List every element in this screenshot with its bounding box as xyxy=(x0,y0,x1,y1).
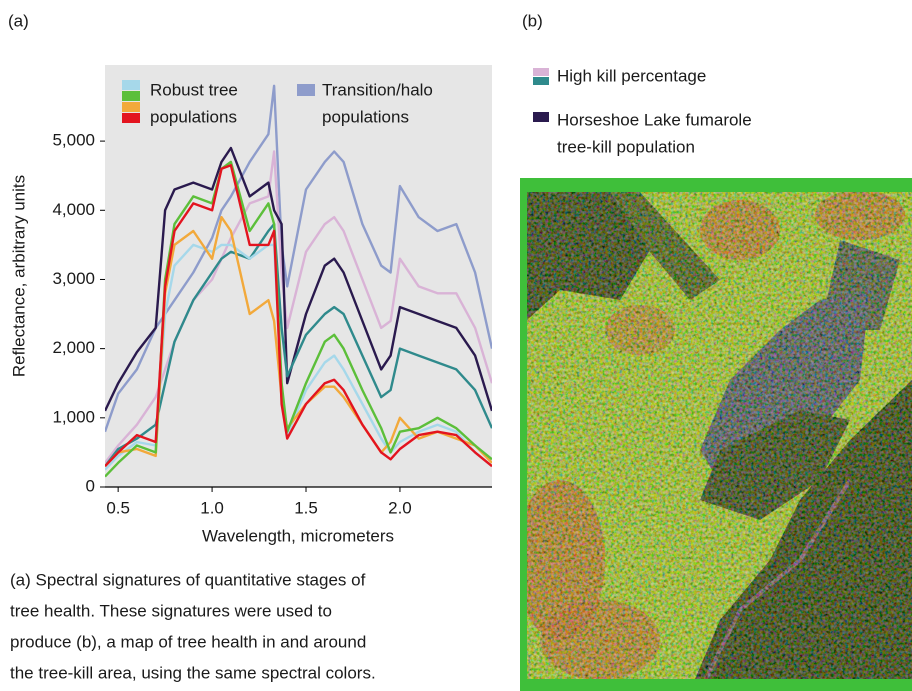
legend-swatch xyxy=(122,113,140,123)
legend-label: populations xyxy=(322,107,409,126)
legend-label: tree-kill population xyxy=(557,137,695,156)
y-tick-label: 0 xyxy=(86,476,95,495)
legend-label: Robust tree xyxy=(150,80,238,99)
legend-label: High kill percentage xyxy=(557,66,706,85)
caption-line: the tree-kill area, using the same spect… xyxy=(10,663,376,682)
legend-label: Horseshoe Lake fumarole xyxy=(557,110,752,129)
series-line xyxy=(105,164,492,468)
panel-label: (a) xyxy=(8,11,29,30)
legend-swatch xyxy=(533,68,549,76)
legend-swatch xyxy=(122,91,140,101)
y-tick-label: 3,000 xyxy=(52,269,95,288)
map-texture xyxy=(527,192,912,679)
panel-label: (b) xyxy=(522,11,543,30)
series-line xyxy=(105,146,492,412)
plot-area xyxy=(105,65,492,487)
y-tick-label: 1,000 xyxy=(52,407,95,426)
caption-line: tree health. These signatures were used … xyxy=(10,601,332,620)
legend-swatch xyxy=(297,84,315,96)
legend-swatch xyxy=(533,112,549,122)
legend-swatch xyxy=(122,80,140,90)
legend-swatch xyxy=(122,102,140,112)
x-tick-label: 2.0 xyxy=(388,498,412,517)
legend-label: populations xyxy=(150,107,237,126)
series-line xyxy=(105,84,492,433)
legend-swatch xyxy=(533,77,549,85)
y-tick-label: 2,000 xyxy=(52,338,95,357)
x-tick-label: 1.0 xyxy=(200,498,224,517)
x-tick-label: 0.5 xyxy=(106,498,130,517)
y-tick-label: 4,000 xyxy=(52,200,95,219)
caption-line: (a) Spectral signatures of quantitative … xyxy=(10,570,366,589)
x-tick-label: 1.5 xyxy=(294,498,318,517)
y-tick-label: 5,000 xyxy=(52,131,95,150)
caption: (a) Spectral signatures of quantitative … xyxy=(10,570,376,682)
map-image xyxy=(520,178,912,691)
caption-line: produce (b), a map of tree health in and… xyxy=(10,632,366,651)
series-group xyxy=(105,84,492,478)
y-axis-label: Reflectance, arbitrary units xyxy=(9,175,28,377)
map-legend: High kill percentage Horseshoe Lake fumar… xyxy=(533,66,752,156)
x-axis-label: Wavelength, micrometers xyxy=(202,526,394,545)
series-line xyxy=(105,222,492,467)
legend-label: Transition/halo xyxy=(322,80,433,99)
